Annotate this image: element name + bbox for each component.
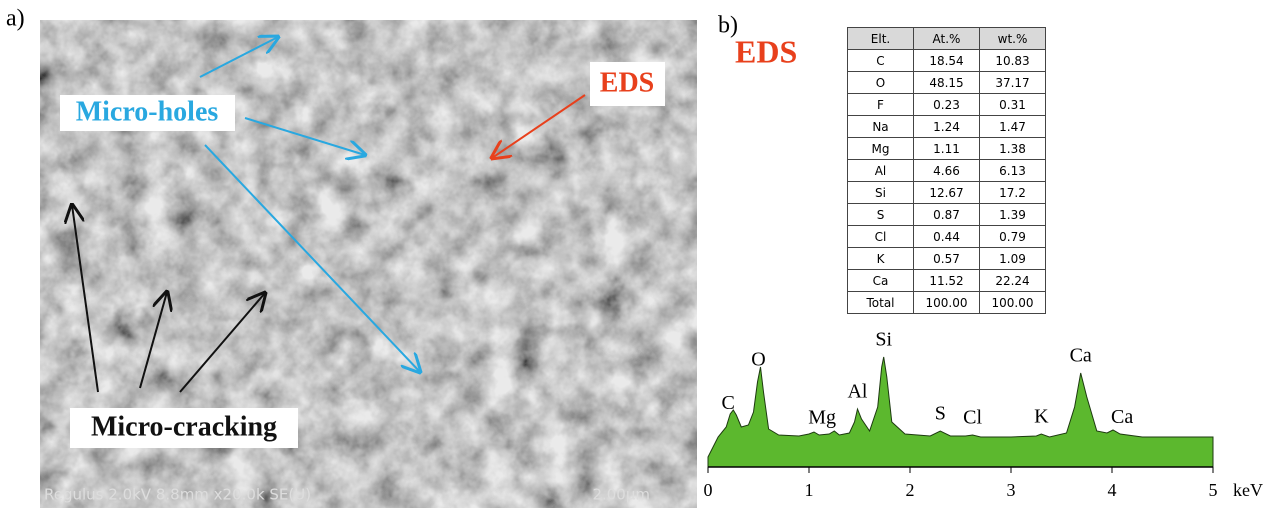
peak-label: O (751, 349, 765, 371)
sem-caption: Regulus 2.0kV 8.8mm x20.0k SE(U) (44, 486, 311, 504)
table-cell: 0.79 (980, 226, 1046, 248)
peak-label: Si (875, 329, 892, 351)
sem-label: Micro-cracking (91, 411, 277, 442)
table-cell: 0.87 (914, 204, 980, 226)
table-cell: Na (848, 116, 914, 138)
x-tick-label: 2 (906, 480, 915, 500)
sem-label: Micro-holes (76, 96, 219, 127)
x-tick-label: 3 (1007, 480, 1016, 500)
table-cell: Si (848, 182, 914, 204)
table-cell: 11.52 (914, 270, 980, 292)
peak-label: Mg (808, 406, 836, 428)
x-tick-label: 0 (704, 480, 713, 500)
table-cell: F (848, 94, 914, 116)
table-cell: Mg (848, 138, 914, 160)
sem-scale: 2.00μm (592, 486, 650, 504)
table-cell: K (848, 248, 914, 270)
table-cell: 18.54 (914, 50, 980, 72)
peak-label: C (722, 392, 735, 414)
peak-label: Al (847, 381, 867, 403)
sem-label: EDS (600, 67, 654, 98)
table-cell: 0.44 (914, 226, 980, 248)
table-cell: 100.00 (914, 292, 980, 314)
table-cell: Total (848, 292, 914, 314)
panel-label: a) (6, 6, 25, 32)
table-cell: Elt. (848, 28, 914, 50)
x-tick-label: 4 (1108, 480, 1117, 500)
table-cell: At.% (914, 28, 980, 50)
table-cell: 1.24 (914, 116, 980, 138)
x-axis-label: keV (1233, 480, 1263, 500)
peak-label: Ca (1111, 406, 1133, 428)
table-cell: O (848, 72, 914, 94)
peak-label: K (1034, 406, 1049, 428)
figure: a) b) Micro-holes EDS Micro-cracking Reg… (0, 0, 1279, 508)
table-cell: 1.47 (980, 116, 1046, 138)
table-cell: 10.83 (980, 50, 1046, 72)
spectrum-area (708, 357, 1213, 467)
eds-title: EDS (735, 33, 797, 69)
x-tick-label: 5 (1209, 480, 1218, 500)
x-tick-label: 1 (805, 480, 814, 500)
table-row: Elt.At.%wt.% (848, 28, 1046, 50)
table-cell: 1.39 (980, 204, 1046, 226)
peak-label: Cl (963, 407, 982, 429)
table-cell: 6.13 (980, 160, 1046, 182)
table-cell: Cl (848, 226, 914, 248)
table-cell: 37.17 (980, 72, 1046, 94)
table-cell: 1.38 (980, 138, 1046, 160)
table-cell: 17.2 (980, 182, 1046, 204)
table-cell: wt.% (980, 28, 1046, 50)
table-cell: 1.11 (914, 138, 980, 160)
table-cell: 4.66 (914, 160, 980, 182)
table-cell: 0.31 (980, 94, 1046, 116)
table-cell: Ca (848, 270, 914, 292)
peak-label: S (935, 403, 946, 425)
table-cell: S (848, 204, 914, 226)
table-cell: 100.00 (980, 292, 1046, 314)
table-cell: 48.15 (914, 72, 980, 94)
table-cell: C (848, 50, 914, 72)
table-cell: 1.09 (980, 248, 1046, 270)
table-cell: Al (848, 160, 914, 182)
table-cell: 0.57 (914, 248, 980, 270)
figure-svg: a) b) Micro-holes EDS Micro-cracking Reg… (0, 0, 1279, 508)
peak-label: Ca (1070, 345, 1092, 367)
table-cell: 12.67 (914, 182, 980, 204)
table-cell: 0.23 (914, 94, 980, 116)
table-cell: 22.24 (980, 270, 1046, 292)
